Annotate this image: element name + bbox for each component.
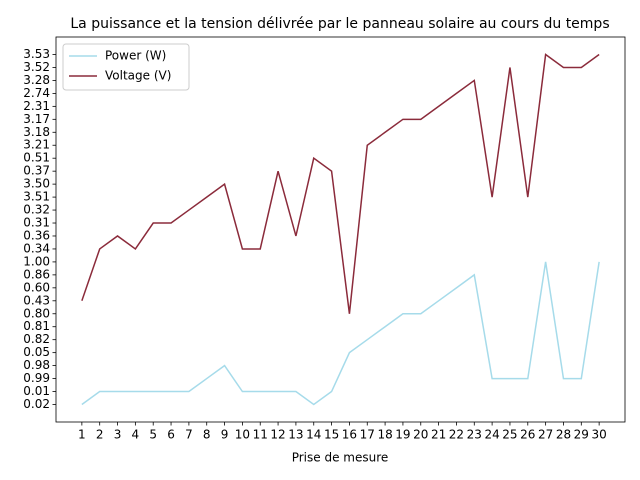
- x-tick-label: 12: [270, 428, 285, 442]
- x-tick-label: 20: [413, 428, 428, 442]
- x-tick-label: 1: [78, 428, 86, 442]
- x-tick-label: 29: [574, 428, 589, 442]
- y-tick-label: 0.32: [23, 203, 50, 217]
- x-axis-label: Prise de mesure: [292, 451, 389, 465]
- y-tick-label: 0.99: [23, 371, 50, 385]
- x-tick-label: 11: [253, 428, 268, 442]
- y-tick-label: 0.81: [23, 319, 50, 333]
- series-line: [81, 261, 600, 406]
- y-tick-label: 1.00: [23, 254, 50, 268]
- x-tick-label: 27: [538, 428, 553, 442]
- x-tick-label: 5: [149, 428, 157, 442]
- x-tick-label: 18: [377, 428, 392, 442]
- y-tick-label: 0.43: [23, 293, 50, 307]
- y-tick-label: 3.50: [23, 177, 50, 191]
- y-tick-label: 0.31: [23, 216, 50, 230]
- x-tick-label: 16: [342, 428, 357, 442]
- x-tick-label: 24: [484, 428, 499, 442]
- y-tick-label: 3.18: [23, 125, 50, 139]
- x-tick-label: 28: [556, 428, 571, 442]
- x-tick-label: 14: [306, 428, 321, 442]
- x-tick-label: 8: [203, 428, 211, 442]
- y-tick-label: 0.51: [23, 151, 50, 165]
- y-tick-label: 0.02: [23, 397, 50, 411]
- plot-frame: [55, 36, 626, 423]
- legend-label: Power (W): [105, 49, 166, 63]
- x-tick-label: 9: [221, 428, 229, 442]
- y-tick-label: 0.82: [23, 332, 50, 346]
- y-tick-label: 0.01: [23, 384, 50, 398]
- y-tick-label: 0.37: [23, 164, 50, 178]
- x-tick-label: 7: [185, 428, 193, 442]
- y-tick-label: 2.31: [23, 99, 50, 113]
- y-tick-label: 0.60: [23, 280, 50, 294]
- x-tick-label: 21: [431, 428, 446, 442]
- x-tick-label: 19: [395, 428, 410, 442]
- y-tick-label: 3.52: [23, 60, 50, 74]
- y-tick-label: 0.05: [23, 345, 50, 359]
- x-tick-label: 26: [520, 428, 535, 442]
- y-tick-label: 0.34: [23, 241, 50, 255]
- x-tick-label: 4: [132, 428, 140, 442]
- y-tick-label: 0.98: [23, 358, 50, 372]
- x-tick-label: 2: [96, 428, 104, 442]
- y-tick-label: 3.53: [23, 47, 50, 61]
- x-tick-label: 17: [360, 428, 375, 442]
- y-tick-label: 3.28: [23, 73, 50, 87]
- x-tick-label: 13: [288, 428, 303, 442]
- y-tick-label: 3.51: [23, 190, 50, 204]
- x-tick-label: 23: [467, 428, 482, 442]
- x-tick-label: 15: [324, 428, 339, 442]
- x-tick-label: 3: [114, 428, 122, 442]
- y-tick-label: 2.74: [23, 86, 50, 100]
- y-tick-label: 3.17: [23, 112, 50, 126]
- x-tick-label: 22: [449, 428, 464, 442]
- x-tick-label: 6: [167, 428, 175, 442]
- y-tick-label: 0.36: [23, 228, 50, 242]
- x-tick-label: 10: [235, 428, 250, 442]
- x-tick-label: 25: [502, 428, 517, 442]
- legend-label: Voltage (V): [105, 69, 171, 83]
- chart-title: La puissance et la tension délivrée par …: [70, 16, 609, 32]
- y-tick-label: 0.80: [23, 306, 50, 320]
- series-line: [81, 53, 600, 314]
- x-tick-label: 30: [591, 428, 606, 442]
- y-tick-label: 3.21: [23, 138, 50, 152]
- y-tick-label: 0.86: [23, 267, 50, 281]
